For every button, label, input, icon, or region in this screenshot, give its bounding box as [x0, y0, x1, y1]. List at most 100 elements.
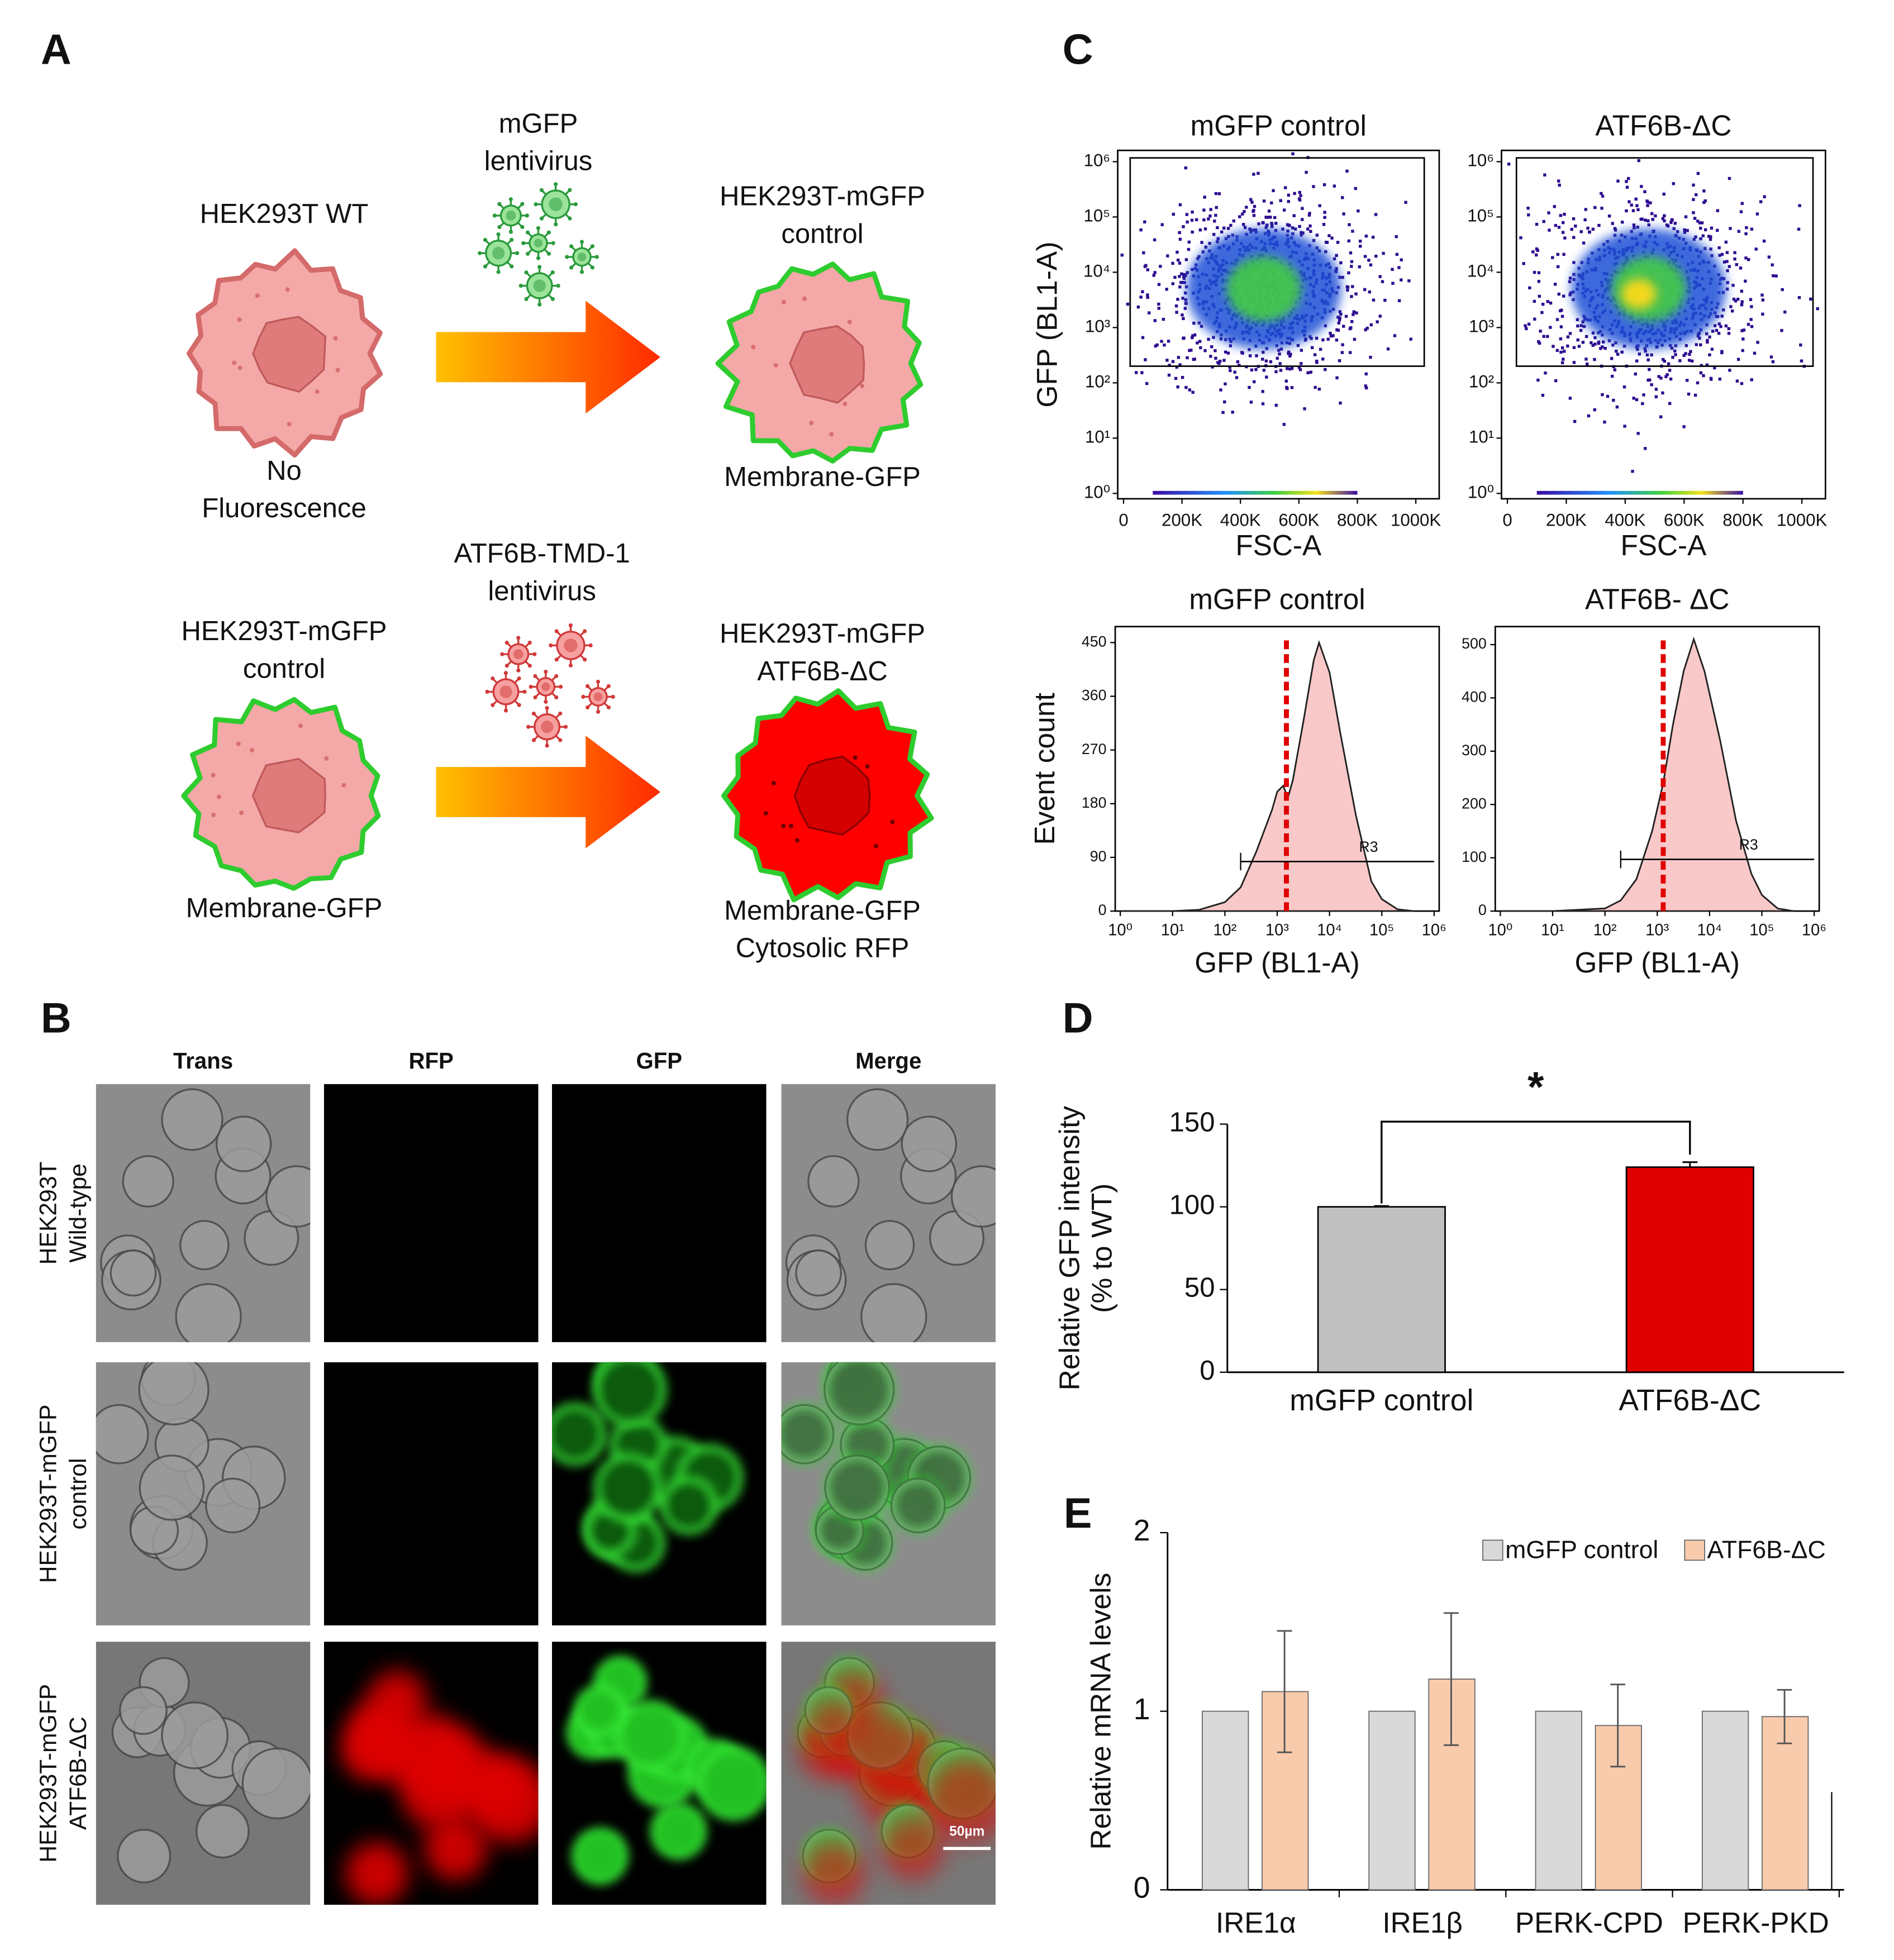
event — [1174, 376, 1178, 380]
rfp-signal — [802, 1842, 866, 1905]
event — [1538, 294, 1541, 298]
event — [1579, 328, 1583, 332]
cell-outline — [195, 1804, 250, 1859]
event — [1584, 208, 1587, 211]
event — [1527, 322, 1531, 326]
event — [1253, 204, 1257, 208]
event — [1631, 209, 1635, 212]
gfp-signal — [660, 1476, 718, 1534]
event — [1324, 324, 1327, 327]
event — [1586, 226, 1590, 230]
event — [1698, 336, 1701, 340]
virus-spike-tip — [497, 202, 502, 206]
cell-dot — [859, 383, 864, 388]
event — [1210, 345, 1214, 349]
micrograph-bg — [323, 1362, 539, 1625]
event — [1563, 236, 1567, 240]
y-tick-label: 10³ — [1085, 317, 1110, 336]
axis-floor-events — [1536, 490, 1743, 495]
virus-spike-tip — [516, 636, 521, 640]
event — [1178, 363, 1182, 366]
event — [1144, 358, 1147, 361]
event — [1157, 283, 1161, 286]
event — [1562, 294, 1565, 298]
event — [1695, 343, 1698, 346]
y-tick-label: 150 — [1169, 1107, 1215, 1137]
virus-spike-tip — [526, 251, 530, 256]
event — [1184, 291, 1187, 295]
event — [1749, 318, 1753, 321]
event — [1349, 251, 1353, 255]
panel-label: E — [1064, 1490, 1092, 1537]
event — [1759, 200, 1763, 203]
event — [1203, 349, 1207, 352]
cell-dot — [211, 772, 216, 778]
event — [1400, 278, 1403, 282]
y-tick-label: 1 — [1134, 1692, 1150, 1726]
event — [1747, 323, 1750, 326]
event — [1700, 221, 1704, 225]
event — [1583, 218, 1587, 222]
event — [1322, 223, 1326, 226]
event — [1162, 317, 1165, 321]
rfp-signal — [424, 1817, 487, 1881]
event — [1174, 304, 1178, 308]
event — [1372, 298, 1376, 302]
chart-title: ATF6B- ΔC — [1585, 583, 1729, 615]
event — [1397, 299, 1401, 303]
event — [1556, 252, 1559, 256]
event — [1682, 425, 1686, 428]
text-line: Membrane-GFP — [186, 893, 383, 923]
event — [1252, 173, 1255, 176]
event — [1209, 208, 1212, 211]
x-tick-label: 10³ — [1645, 922, 1669, 940]
density-yellow — [1621, 279, 1657, 309]
event — [1672, 227, 1676, 231]
event — [1363, 255, 1367, 258]
scale-bar-label: 50µm — [949, 1824, 984, 1839]
event — [1226, 351, 1230, 355]
event — [1181, 313, 1184, 317]
event — [1278, 352, 1281, 356]
event — [1541, 394, 1545, 397]
event — [1312, 185, 1315, 188]
cell-outline — [241, 1747, 311, 1820]
event — [1299, 194, 1302, 197]
event — [1542, 335, 1545, 338]
event — [1335, 328, 1339, 332]
event — [1519, 236, 1522, 240]
event — [1728, 369, 1731, 372]
event — [1507, 163, 1511, 166]
event — [1281, 227, 1284, 231]
gfp-signal — [594, 1453, 662, 1522]
event — [1666, 224, 1670, 228]
event — [1222, 226, 1226, 230]
event — [1269, 216, 1272, 219]
virus-spike-tip — [525, 213, 529, 218]
event — [1654, 214, 1657, 218]
virus-core — [534, 239, 543, 248]
cell-dot — [847, 319, 852, 325]
event — [1243, 226, 1247, 230]
x-tick-label: 0 — [1119, 511, 1128, 530]
event — [1182, 317, 1185, 321]
event — [1600, 207, 1603, 210]
event — [1554, 223, 1558, 227]
bar — [1535, 1710, 1582, 1891]
event — [1261, 390, 1264, 393]
micrograph — [781, 1362, 996, 1625]
virus-spike-tip — [516, 668, 521, 673]
event — [1533, 299, 1536, 303]
legend-label: ATF6B-ΔC — [1707, 1536, 1825, 1563]
text-line: Fluorescence — [202, 493, 366, 523]
event — [1301, 218, 1304, 221]
event — [1178, 231, 1181, 235]
event — [1287, 352, 1290, 355]
event — [1622, 344, 1626, 348]
event — [1561, 221, 1565, 225]
event — [1522, 262, 1525, 265]
event — [1349, 351, 1352, 354]
text-line: lentivirus — [488, 575, 596, 606]
event — [1750, 227, 1754, 231]
event — [1217, 362, 1221, 365]
